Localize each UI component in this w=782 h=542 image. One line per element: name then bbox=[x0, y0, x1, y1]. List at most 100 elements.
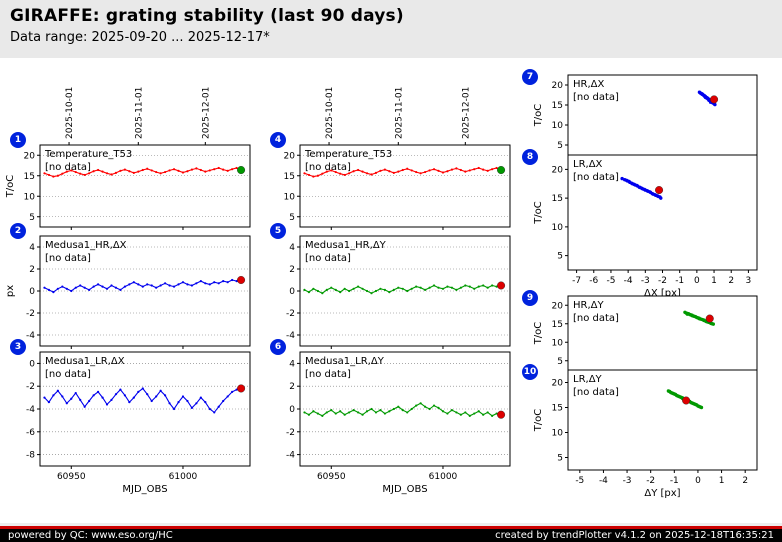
y-tick-label: 20 bbox=[284, 151, 296, 161]
data-point bbox=[222, 399, 225, 403]
panel-p2-last-point-marker bbox=[237, 276, 246, 285]
data-point bbox=[52, 175, 55, 178]
data-point bbox=[141, 387, 144, 390]
data-point bbox=[477, 410, 480, 413]
panel-p4-title: Temperature_T53 bbox=[304, 149, 392, 160]
data-point bbox=[141, 285, 144, 288]
scatter-point bbox=[685, 312, 690, 316]
data-point bbox=[114, 171, 118, 174]
data-point bbox=[459, 413, 462, 416]
scatter-point bbox=[655, 194, 660, 198]
data-point bbox=[392, 288, 395, 291]
y-tick-label: 15 bbox=[552, 101, 563, 111]
data-point bbox=[137, 170, 140, 173]
y-tick-label: 4 bbox=[289, 359, 295, 369]
data-point bbox=[47, 173, 51, 177]
scatter-point bbox=[650, 191, 654, 196]
data-point bbox=[432, 404, 436, 407]
panel-p8-title: LR,ΔX bbox=[573, 159, 603, 170]
data-point bbox=[415, 170, 418, 174]
x-tick-label: 60950 bbox=[57, 472, 86, 482]
data-point bbox=[132, 396, 135, 399]
data-point bbox=[213, 411, 216, 414]
data-point bbox=[155, 170, 158, 174]
data-point bbox=[446, 285, 449, 288]
data-point bbox=[303, 411, 306, 414]
data-point bbox=[401, 287, 404, 290]
data-point bbox=[464, 411, 467, 414]
data-point bbox=[437, 286, 440, 289]
data-point bbox=[446, 412, 449, 415]
data-point bbox=[217, 166, 220, 170]
data-point bbox=[361, 170, 364, 173]
data-point bbox=[339, 172, 342, 175]
data-point bbox=[208, 169, 211, 172]
data-point bbox=[419, 172, 422, 175]
data-point bbox=[388, 170, 391, 173]
panel-p6-no-data-label: [no data] bbox=[305, 369, 351, 380]
data-point bbox=[334, 288, 337, 291]
y-tick-label: -2 bbox=[286, 309, 295, 319]
data-point bbox=[114, 286, 118, 289]
data-point bbox=[383, 288, 386, 291]
data-point bbox=[159, 172, 162, 175]
data-point bbox=[334, 412, 337, 415]
top-axis-date-label: 2025-10-01 bbox=[65, 87, 75, 139]
panel-badge-3: 3 bbox=[10, 339, 26, 355]
data-point bbox=[334, 170, 337, 174]
data-point bbox=[213, 281, 216, 284]
data-point bbox=[92, 394, 95, 397]
y-tick-label: 2 bbox=[29, 265, 35, 275]
scatter-point bbox=[703, 95, 708, 100]
data-point bbox=[316, 174, 319, 177]
data-point bbox=[83, 405, 86, 408]
panel-p1-no-data-label: [no data] bbox=[45, 162, 91, 173]
data-point bbox=[455, 411, 458, 414]
scatter-point bbox=[698, 405, 702, 409]
data-point bbox=[450, 409, 454, 412]
panel-p7-no-data-label: [no data] bbox=[573, 92, 619, 103]
data-point bbox=[464, 170, 467, 173]
data-point bbox=[96, 283, 100, 286]
panel-p4-frame bbox=[299, 144, 511, 228]
data-point bbox=[83, 286, 86, 289]
header: GIRAFFE: grating stability (last 90 days… bbox=[0, 0, 782, 58]
data-point bbox=[325, 411, 328, 414]
data-point bbox=[159, 284, 162, 287]
x-tick-label: -1 bbox=[675, 276, 684, 286]
data-point bbox=[410, 407, 413, 411]
data-point bbox=[70, 397, 73, 400]
scatter-point bbox=[653, 192, 657, 197]
data-point bbox=[74, 391, 77, 395]
data-point bbox=[415, 404, 418, 407]
y-tick-label: 10 bbox=[552, 121, 564, 131]
x-tick-label: -2 bbox=[658, 276, 667, 286]
data-point bbox=[312, 410, 315, 413]
data-point bbox=[155, 286, 158, 289]
y-tick-label: 20 bbox=[24, 151, 36, 161]
data-point bbox=[491, 414, 494, 417]
data-point bbox=[343, 173, 346, 177]
data-point bbox=[105, 403, 109, 406]
y-tick-label: 10 bbox=[552, 338, 564, 348]
data-point bbox=[172, 407, 176, 411]
data-point bbox=[379, 409, 382, 412]
panel-p1-ylabel: T/oC bbox=[5, 175, 16, 199]
panel-p3-xlabel: MJD_OBS bbox=[122, 484, 167, 495]
scatter-point bbox=[658, 195, 662, 199]
data-point bbox=[70, 289, 73, 293]
data-point bbox=[128, 283, 131, 286]
data-point bbox=[374, 411, 378, 414]
data-point bbox=[88, 172, 91, 175]
data-point bbox=[128, 401, 131, 404]
data-point bbox=[65, 402, 68, 405]
scatter-point bbox=[637, 185, 642, 189]
x-tick-label: 61000 bbox=[429, 472, 458, 482]
data-point bbox=[92, 170, 95, 173]
scatter-point bbox=[632, 182, 636, 187]
x-tick-label: 60950 bbox=[317, 472, 346, 482]
data-point bbox=[222, 168, 225, 171]
data-point bbox=[74, 170, 77, 174]
data-point bbox=[159, 389, 162, 392]
